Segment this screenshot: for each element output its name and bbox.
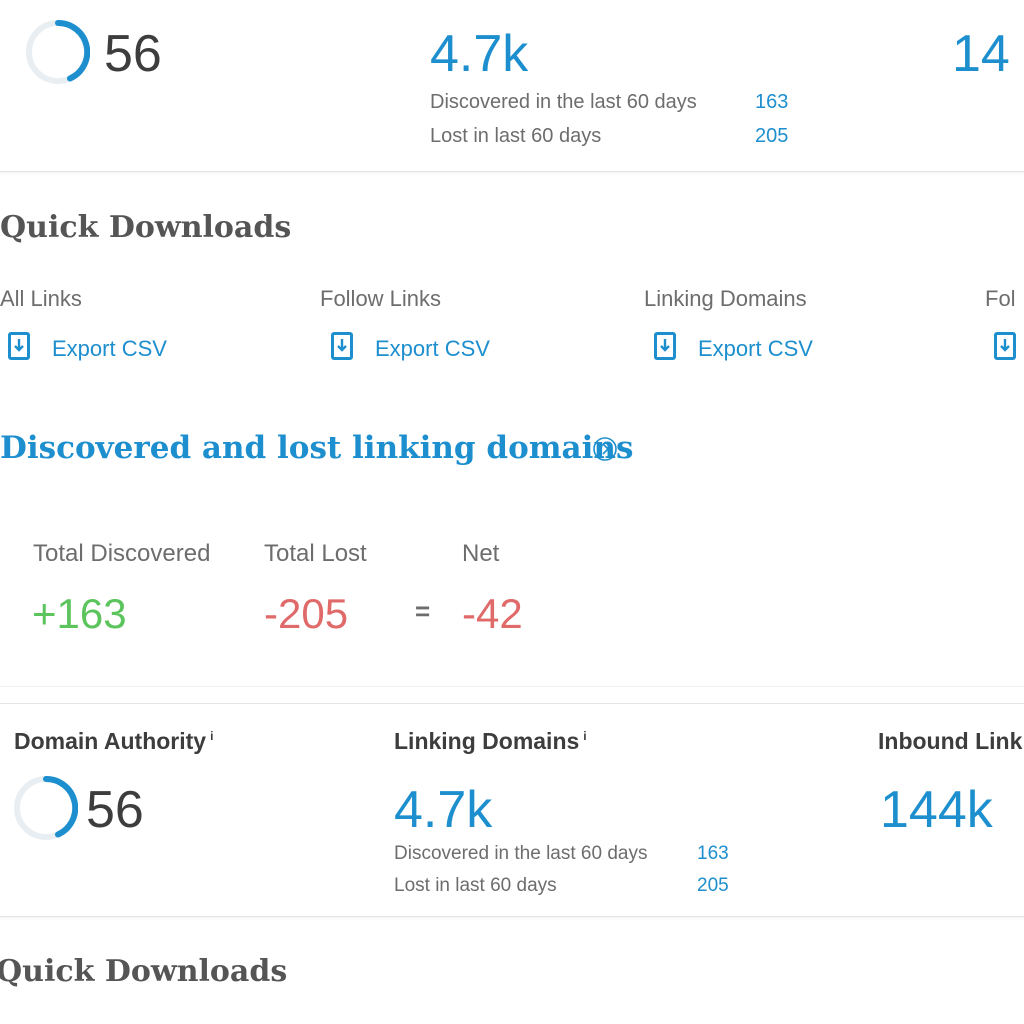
domain-authority-label: Domain Authority i <box>14 728 213 755</box>
lost-label: Lost in last 60 days <box>394 875 557 896</box>
download-label-follow-domains: Fol <box>985 286 1016 311</box>
section-divider <box>0 686 1024 687</box>
export-csv-follow-domains-button[interactable] <box>994 330 1024 370</box>
quick-downloads-title: Quick Downloads <box>0 210 292 245</box>
inbound-links-label: Inbound Link <box>878 728 1023 754</box>
download-file-icon <box>994 332 1016 360</box>
download-label-follow-links: Follow Links <box>320 286 442 311</box>
discovered-lost-title: Discovered and lost linking domains <box>0 430 634 466</box>
discovered-count[interactable]: 163 <box>697 843 729 864</box>
lost-count[interactable]: 205 <box>697 875 729 896</box>
domain-authority-gauge-arc <box>43 776 78 838</box>
metrics-card-top <box>0 0 1024 172</box>
net-label: Net <box>462 540 500 567</box>
export-csv-follow-links-button[interactable]: Export CSV <box>331 330 511 370</box>
domain-authority-value: 56 <box>104 25 162 83</box>
export-csv-linking-domains-button[interactable]: Export CSV <box>654 330 834 370</box>
quick-downloads-title: Quick Downloads <box>0 954 288 989</box>
linking-domains-value: 4.7k <box>394 781 493 839</box>
inbound-links-value: 144k <box>880 781 993 839</box>
download-label-linking-domains: Linking Domains <box>644 286 807 311</box>
lost-label: Lost in last 60 days <box>430 125 602 147</box>
linking-domains-label: Linking Domains i <box>394 728 587 755</box>
domain-authority-gauge-arc <box>55 20 90 82</box>
lost-count[interactable]: 205 <box>755 125 789 147</box>
info-icon[interactable]: i <box>210 729 214 744</box>
domain-authority-value: 56 <box>86 781 144 839</box>
chevron-circle-icon[interactable] <box>592 436 618 462</box>
total-lost-value: -205 <box>264 590 349 637</box>
total-lost-label: Total Lost <box>264 540 367 567</box>
download-file-icon <box>8 332 30 360</box>
export-csv-all-links-button[interactable]: Export CSV <box>8 330 188 370</box>
discovered-label: Discovered in the last 60 days <box>394 843 648 864</box>
linking-domains-value: 4.7k <box>430 25 529 83</box>
total-discovered-value: +163 <box>32 590 127 637</box>
info-icon[interactable]: i <box>583 729 587 744</box>
total-discovered-label: Total Discovered <box>33 540 211 567</box>
net-value: -42 <box>462 590 523 637</box>
export-csv-label: Export CSV <box>698 336 813 361</box>
export-csv-label: Export CSV <box>52 336 167 361</box>
inbound-links-value: 14 <box>952 25 1010 83</box>
domain-authority-label-text: Domain Authority <box>14 728 207 754</box>
download-file-icon <box>331 332 353 360</box>
discovered-count[interactable]: 163 <box>755 91 789 113</box>
linking-domains-label-text: Linking Domains <box>394 728 580 754</box>
download-file-icon <box>654 332 676 360</box>
equals-sign: = <box>415 596 431 626</box>
metrics-card-bottom <box>0 703 1024 917</box>
discovered-label: Discovered in the last 60 days <box>430 91 697 113</box>
export-csv-label: Export CSV <box>375 336 490 361</box>
download-label-all-links: All Links <box>0 286 82 311</box>
